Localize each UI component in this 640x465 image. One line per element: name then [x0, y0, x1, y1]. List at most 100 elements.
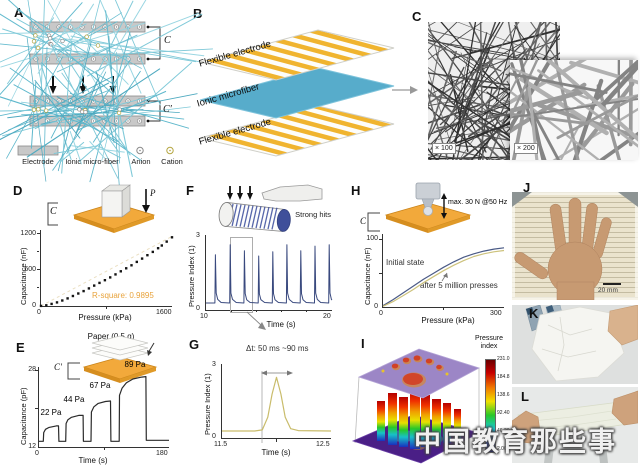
- r-square-annotation: R-square: 0.9895: [92, 291, 154, 300]
- stretched-fabric-illustration: [512, 390, 638, 463]
- colorbar-tick-5: 2.000: [497, 446, 510, 452]
- x-axis: [205, 310, 332, 311]
- max-force-label: max. 30 N @50 Hz: [448, 199, 508, 206]
- colorbar-tick-1: 184.8: [497, 374, 510, 380]
- panel-d-chart: C P 1200 600 0 0 1600 Capacitance (nF) P…: [8, 183, 178, 331]
- panel-label-f: F: [186, 183, 194, 198]
- x-axis-label: Time (s): [261, 448, 291, 457]
- pressure-map-3d: [351, 348, 481, 464]
- pressure-columns: [377, 389, 461, 449]
- hand-illustration: [607, 305, 638, 346]
- panel-e-chart: Paper (0.5 g) C′ 28 12 0 180 Capacitance…: [8, 333, 178, 465]
- inset-capacitance-symbol: C′: [54, 362, 62, 372]
- colorbar-tick-4: 46.20: [497, 428, 510, 434]
- y-axis: [205, 235, 206, 311]
- strong-hits-label: Strong hits: [295, 210, 331, 219]
- delta-t-annotation: Δt: 50 ms ~90 ms: [246, 344, 309, 353]
- magnification-x100: × 100: [432, 143, 456, 154]
- step-plot-capacitance-time: [39, 376, 169, 442]
- y-axis-label: Capacitance (nF): [363, 247, 372, 305]
- strong-hits-inset-icon: [218, 184, 323, 232]
- inset-capacitance-symbol: C: [360, 216, 367, 226]
- step-label-44pa: 44 Pa: [63, 395, 85, 404]
- xtick-0: 0: [37, 309, 41, 316]
- y-axis-label: Capacitance (pF): [19, 387, 28, 445]
- ytick-1200: 1200: [20, 230, 36, 237]
- hit-arrows-icon: [227, 186, 253, 200]
- xtick-1600: 1600: [156, 309, 172, 316]
- rolled-sensor-icon: [218, 201, 291, 232]
- panel-label-g: G: [189, 337, 200, 352]
- after-presses-label: after 5 million presses: [420, 281, 498, 290]
- panel-label-i: I: [361, 336, 365, 351]
- xtick-10: 10: [200, 313, 208, 320]
- inset-paper-title: Paper (0.5 g): [87, 332, 135, 341]
- xtick-300: 300: [490, 310, 502, 317]
- left-hand-illustration: [512, 410, 541, 444]
- ytick-28: 28: [28, 366, 36, 373]
- y-axis: [40, 230, 41, 307]
- capacitance-prime-symbol: C′: [163, 104, 172, 115]
- spike-plot-pressure-time: [206, 244, 333, 304]
- colorbar-tick-2: 138.6: [497, 392, 510, 398]
- ytick-600: 600: [24, 266, 36, 273]
- sem-fiber-web-coarse: [510, 60, 638, 160]
- ionic-fiber-layer-compressed: [0, 31, 198, 186]
- panel-label-c: C: [412, 9, 422, 24]
- ytick-12: 12: [28, 443, 36, 450]
- colorbar-title: Pressure index: [474, 335, 503, 351]
- y-axis-label: Pressure Index (1): [187, 245, 196, 307]
- x-axis: [38, 447, 169, 448]
- panel-h-chart: C max. 30 N @50 Hz 100 0 0 300 Capacitan…: [320, 182, 508, 333]
- magnification-x200: × 200: [514, 143, 538, 154]
- panel-c-sem: × 100 × 200: [405, 10, 640, 170]
- legend-electrode: Electrode: [22, 157, 54, 166]
- scatter-plot-capacitance-pressure: [39, 235, 174, 308]
- press-machine-inset-icon: [367, 182, 472, 233]
- y-axis: [382, 234, 383, 308]
- panel-label-a: A: [14, 5, 24, 20]
- hand-outline-icon: [261, 184, 323, 202]
- ytick-0: 0: [212, 433, 216, 440]
- panel-a-schematic: C C′ Electrode Ionic micro-fiber Anion C…: [0, 0, 214, 186]
- durability-plot: [382, 247, 505, 307]
- panel-label-l: L: [521, 389, 529, 404]
- y-axis-label: Capacitance (nF): [19, 247, 28, 305]
- xtick-0: 0: [379, 310, 383, 317]
- panel-f-chart: Strong hits 3 0 10 20 Pressure Index (1)…: [178, 183, 333, 333]
- panel-label-h: H: [351, 183, 361, 198]
- crumpled-fabric-illustration: [525, 305, 638, 382]
- initial-state-label: Initial state: [386, 258, 425, 267]
- panel-i-pressure-map: Pressure index 231.0 184.8 138.6 92.40 4…: [333, 335, 510, 465]
- watermark: 中国教育那些事: [414, 427, 617, 457]
- pulse-width-annotation-lines: [261, 370, 293, 443]
- photo-hand-on-sensor: 20 mm: [512, 192, 638, 300]
- inset-force-symbol: P: [150, 188, 156, 198]
- inset-capacitance-symbol: C: [50, 206, 57, 217]
- ytick-0: 0: [196, 305, 200, 312]
- x-axis-label: Pressure (kPa): [421, 316, 475, 325]
- ytick-3: 3: [196, 232, 200, 239]
- step-label-22pa: 22 Pa: [40, 408, 62, 417]
- scale-label: 20 mm: [598, 287, 618, 294]
- panel-label-j: J: [523, 180, 531, 195]
- panel-b-layer-stack: Flexible electrode Ionic microfiber Flex…: [188, 14, 400, 170]
- xtick-11-5: 11.5: [214, 441, 228, 448]
- step-label-89pa: 89 Pa: [124, 360, 146, 369]
- photo-crumpled-sensor: [512, 305, 638, 384]
- xtick-180: 180: [156, 450, 168, 457]
- y-axis-label: Pressure Index (1): [203, 373, 212, 435]
- xtick-0: 0: [35, 450, 39, 457]
- pulse-plot-pressure-time: [222, 376, 332, 432]
- ytick-0: 0: [374, 303, 378, 310]
- panel-label-d: D: [13, 183, 23, 198]
- y-axis: [38, 367, 39, 448]
- scale-bar: [603, 283, 621, 285]
- layer-stack-diagram: [199, 29, 395, 157]
- panel-g-chart: Δt: 50 ms ~90 ms 3 0 11.5 12.5 Pressure …: [178, 333, 333, 465]
- panel-label-e: E: [16, 340, 25, 355]
- ytick-3: 3: [212, 361, 216, 368]
- x-axis-label: Time (s): [78, 456, 108, 465]
- press-arrows-icon: [49, 76, 117, 94]
